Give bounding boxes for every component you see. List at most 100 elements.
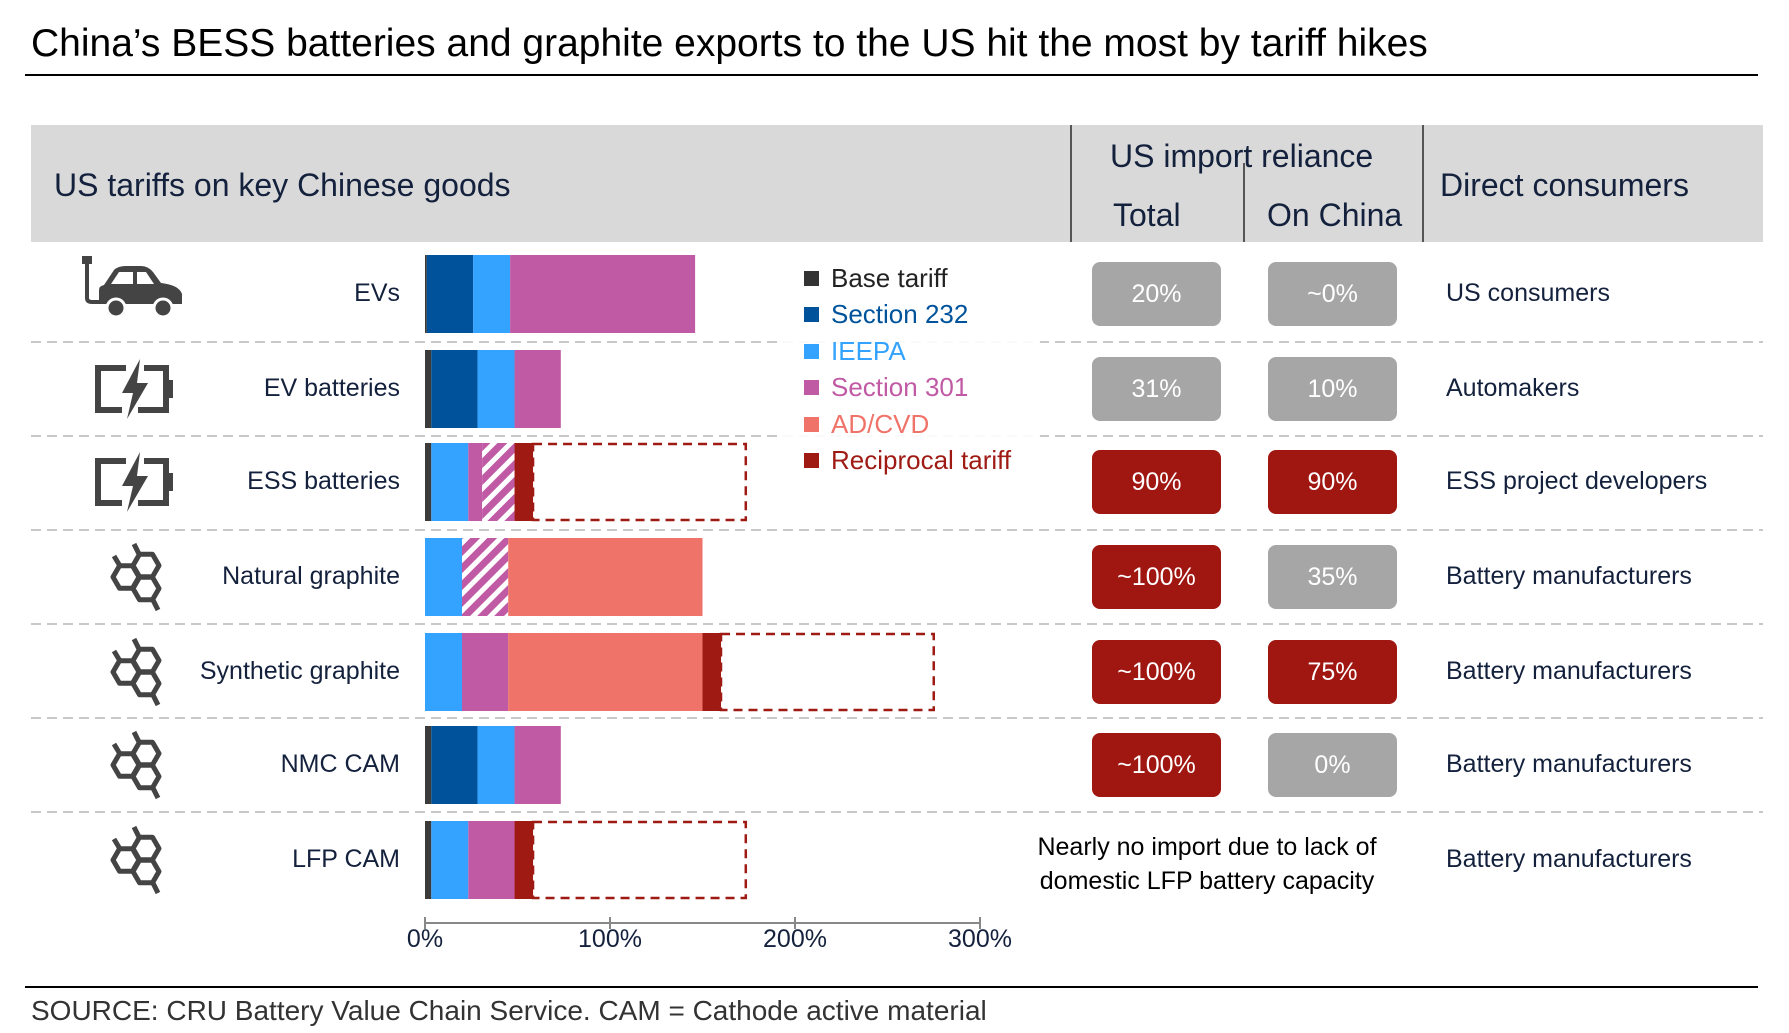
bar-segment-base [425,350,432,428]
bar-segment-ieepa [425,633,462,711]
row-label: LFP CAM [292,845,400,873]
electric-car-icon [82,256,182,319]
legend-swatch [804,417,819,432]
bar-segment-s301 [468,443,483,521]
battery-charging-icon [95,359,173,419]
legend-item-reciprocal: Reciprocal tariff [804,445,1011,476]
china-reliance-badge: 75% [1268,640,1397,704]
bar-row [425,538,703,616]
bar-segment-reciprocal [702,633,721,711]
bar-segment-reciprocal [514,821,534,899]
china-reliance-badge: ~0% [1268,262,1397,326]
header-divider [1243,163,1245,242]
graphite-molecule-icon [110,637,162,707]
graphite-molecule-icon [110,542,162,612]
bar-row [425,726,561,804]
bar-segment-s301 [510,255,696,333]
header-on-china: On China [1267,197,1403,233]
bar-segment-ieepa [431,443,469,521]
legend-label: Section 301 [831,372,969,402]
legend-background [780,256,1040,488]
bar-segment-ieepa [477,350,515,428]
bar-segment-reciprocal-pending [531,820,748,900]
lfp-note: Nearly no import due to lack of domestic… [997,830,1417,898]
total-reliance-badge: 31% [1092,357,1221,421]
legend-label: Reciprocal tariff [831,445,1012,475]
bar-segment-s301 [468,821,515,899]
graphite-molecule-icon [110,730,162,800]
header-direct-consumers: Direct consumers [1440,167,1689,203]
total-reliance-badge: ~100% [1092,733,1221,797]
lfp-note-line1: Nearly no import due to lack of [1037,833,1377,861]
bar-segment-base [425,443,432,521]
bar-segment-reciprocal-pending [719,632,935,712]
legend-label: IEEPA [831,336,906,366]
bar-segment-s301-hatched [482,443,515,521]
header-total: Total [1113,197,1181,233]
x-tick-label: 200% [763,925,827,953]
bar-row [425,442,748,522]
direct-consumer: Battery manufacturers [1446,750,1692,778]
legend-item-ieepa: IEEPA [804,336,906,367]
total-reliance-badge: ~100% [1092,545,1221,609]
legend-item-s301: Section 301 [804,372,968,403]
china-reliance-badge: 10% [1268,357,1397,421]
bar-row [425,820,748,900]
bar-segment-ieepa [431,821,469,899]
chart-title: China’s BESS batteries and graphite expo… [31,22,1428,65]
direct-consumer: Battery manufacturers [1446,657,1692,685]
header-import-reliance: US import reliance [1110,138,1374,174]
header-divider [1422,125,1424,242]
legend-swatch [804,380,819,395]
row-label: EV batteries [263,374,400,402]
bar-segment-ieepa [477,726,515,804]
bar-segment-adcvd [508,538,703,616]
legend-item-base: Base tariff [804,263,948,294]
direct-consumer: Battery manufacturers [1446,562,1692,590]
source-divider [25,986,1758,988]
total-reliance-badge: ~100% [1092,640,1221,704]
legend-swatch [804,271,819,286]
bar-segment-s301 [462,633,509,711]
x-tick-label: 0% [406,925,444,953]
header-tariffs: US tariffs on key Chinese goods [54,167,511,203]
bar-segment-base [425,255,427,333]
row-label: NMC CAM [280,750,400,778]
china-reliance-badge: 35% [1268,545,1397,609]
bar-segment-base [425,726,432,804]
direct-consumer: ESS project developers [1446,467,1708,495]
header-divider [1070,125,1072,242]
bar-row [425,350,561,428]
bar-segment-ieepa [425,538,462,616]
x-tick-label: 100% [578,925,642,953]
row-label: EVs [354,279,400,307]
bar-row [425,632,935,712]
bar-segment-s232 [431,726,478,804]
legend-item-adcvd: AD/CVD [804,409,929,440]
lfp-note-line2: domestic LFP battery capacity [1039,867,1375,895]
bar-segment-s301-hatched [462,538,509,616]
direct-consumer: Automakers [1446,374,1580,402]
legend-swatch [804,307,819,322]
legend-item-s232: Section 232 [804,299,968,330]
direct-consumer: US consumers [1446,279,1610,307]
title-divider [25,74,1758,76]
total-reliance-badge: 90% [1092,450,1221,514]
legend-swatch [804,344,819,359]
bar-segment-reciprocal-pending [531,442,748,522]
legend-label: Section 232 [831,299,969,329]
bar-segment-s301 [514,350,561,428]
battery-charging-icon [95,452,173,512]
bar-segment-s232 [426,255,474,333]
legend-swatch [804,453,819,468]
bar-segment-s301 [514,726,561,804]
graphite-molecule-icon [110,825,162,895]
bar-segment-reciprocal [514,443,534,521]
x-tick-label: 300% [948,925,1012,953]
bar-segment-s232 [431,350,478,428]
bar-segment-adcvd [508,633,703,711]
row-label: Natural graphite [222,562,400,590]
direct-consumer: Battery manufacturers [1446,845,1692,873]
total-reliance-badge: 20% [1092,262,1221,326]
